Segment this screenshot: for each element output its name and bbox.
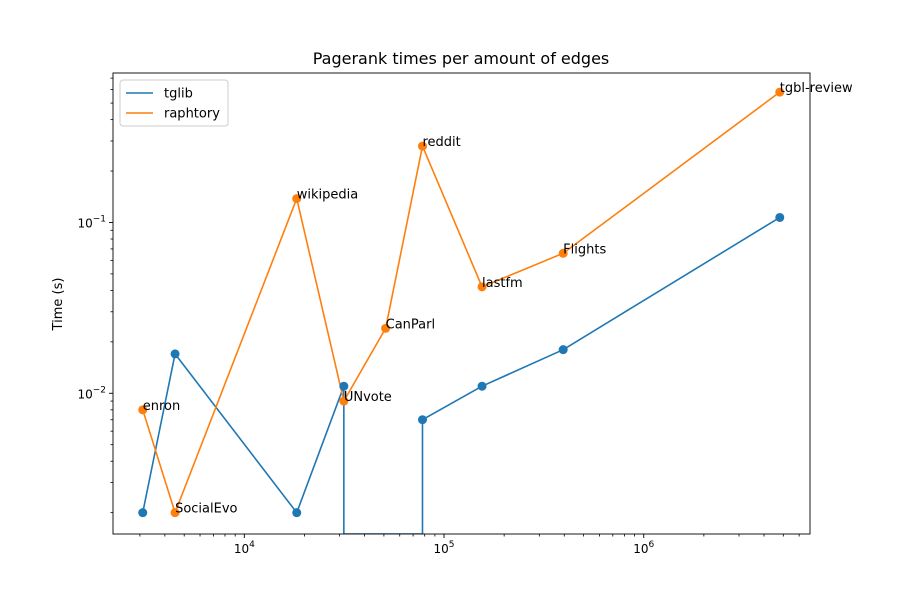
point-annotation: CanParl	[386, 317, 435, 332]
data-point-tglib	[417, 415, 427, 425]
legend-box	[119, 79, 229, 127]
chart-title: Pagerank times per amount of edges	[313, 49, 610, 68]
legend-label-raphtory: raphtory	[164, 107, 220, 122]
plot-area: 104 105 10610−210−1enronSocialEvowikipedia…	[77, 72, 853, 556]
data-point-tglib	[292, 508, 302, 518]
y-tick-label: 10−2	[77, 385, 106, 401]
data-point-raphtory	[292, 194, 302, 204]
point-annotation: UNvote	[344, 390, 392, 405]
data-point-tglib	[138, 508, 148, 518]
data-point-raphtory	[381, 323, 391, 333]
legend: tglib raphtory	[119, 79, 229, 127]
y-tick-label-exponent: −2	[93, 385, 106, 395]
series-line-tglib	[141, 216, 781, 534]
data-point-tglib	[170, 349, 180, 359]
point-annotation: Flights	[563, 242, 606, 257]
data-point-raphtory	[339, 396, 349, 406]
x-tick-label: 105	[434, 540, 455, 556]
data-point-raphtory	[558, 248, 568, 258]
y-tick-label-base: 10	[77, 387, 92, 401]
y-tick-label: 10−1	[77, 214, 106, 230]
x-tick-label-base: 10	[234, 542, 249, 556]
legend-label-tglib: tglib	[164, 87, 193, 102]
point-annotation: wikipedia	[297, 188, 358, 203]
data-point-raphtory	[417, 141, 427, 151]
x-tick-label-base: 10	[633, 542, 648, 556]
data-point-raphtory	[170, 508, 180, 518]
data-point-raphtory	[477, 282, 487, 292]
point-annotation: enron	[143, 399, 181, 414]
axes-frame	[112, 72, 811, 535]
x-tick-label-exponent: 4	[249, 540, 255, 550]
x-tick-label-base: 10	[434, 542, 449, 556]
x-tick-label-exponent: 5	[449, 540, 455, 550]
data-point-tglib	[477, 381, 487, 391]
x-tick-label-exponent: 6	[649, 540, 655, 550]
y-tick-label-base: 10	[77, 216, 92, 230]
x-tick-label: 106	[633, 540, 654, 556]
point-annotation: reddit	[422, 135, 460, 150]
data-point-raphtory	[138, 405, 148, 415]
x-tick-label: 104	[234, 540, 255, 556]
data-point-tglib	[775, 212, 785, 222]
point-annotation: SocialEvo	[175, 502, 237, 517]
data-point-tglib	[558, 345, 568, 355]
y-tick-label-exponent: −1	[93, 214, 106, 224]
data-point-raphtory	[775, 87, 785, 97]
data-point-tglib	[339, 381, 349, 391]
point-annotation: lastfm	[482, 276, 523, 291]
y-axis-label: Time (s)	[51, 278, 66, 332]
point-annotation: tgbl-review	[780, 81, 853, 96]
